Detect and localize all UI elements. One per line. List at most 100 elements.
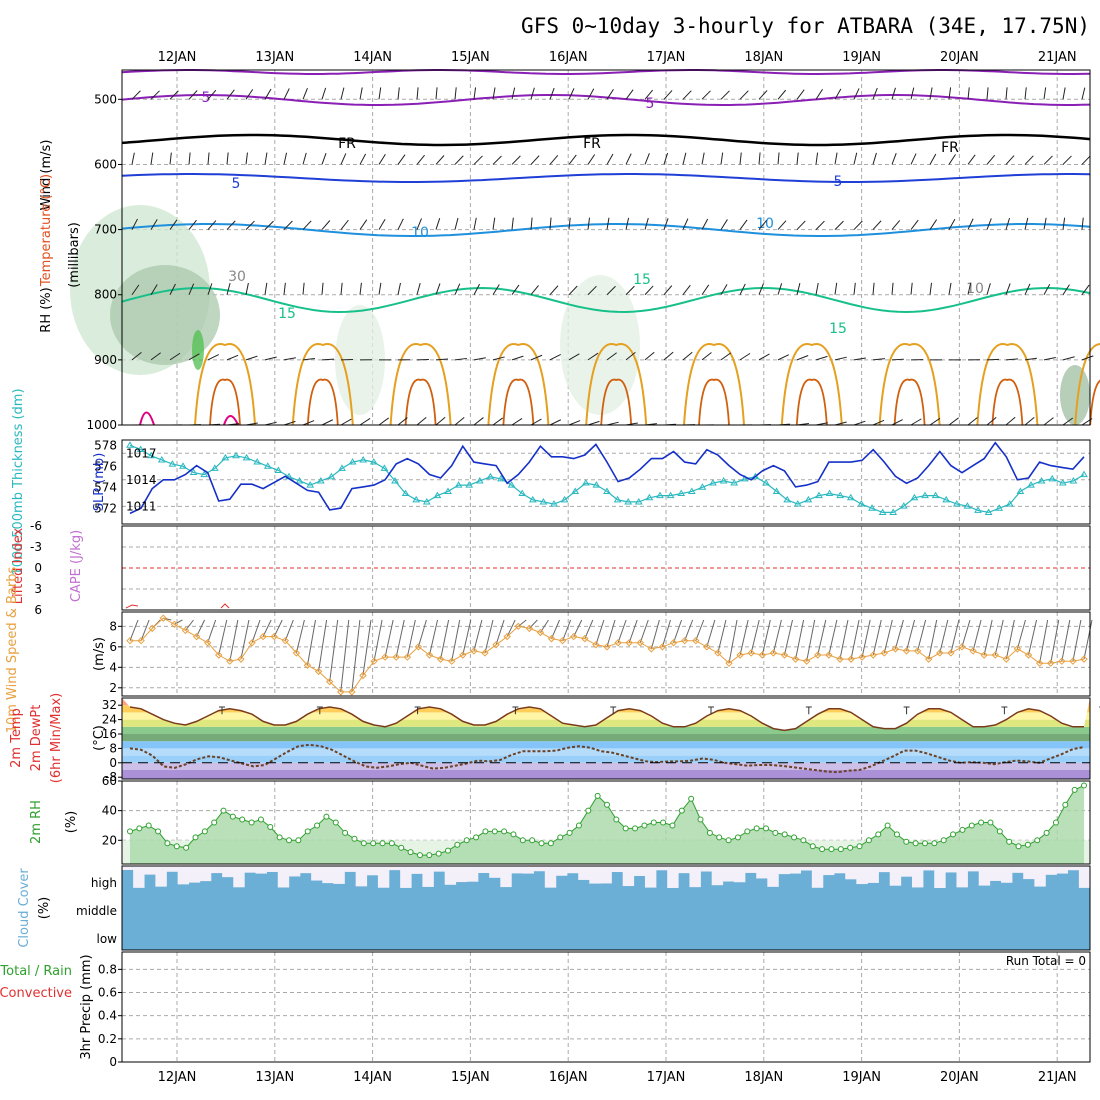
wind10-barb [717,619,727,654]
thickness-marker [157,455,166,463]
wind-barb [948,417,959,426]
rh-marker [491,828,498,835]
rh-shading [192,330,204,370]
thickness-marker [719,476,728,484]
cloud-high-gap [756,866,768,879]
wind-barb [663,90,673,100]
wind-barb [872,87,878,100]
cloud-high-gap [700,866,713,872]
thickness-marker [486,472,495,480]
wind10-barb [174,619,183,625]
wind10-marker [492,641,500,649]
contour-label: 15 [633,272,651,288]
wind10-marker [536,628,545,637]
thickness-marker [1069,476,1078,484]
cloud-high-gap [555,866,568,876]
wind-barb [283,88,290,100]
thickness-marker [136,445,145,452]
wind10-marker [137,636,145,645]
cloud-high-gap [889,866,902,886]
wind10-marker [614,639,622,647]
wind-barb [473,155,483,165]
wind-barb [150,284,158,295]
rh-marker [566,829,573,836]
wind-barb [549,154,559,165]
wind-barb [321,419,334,426]
wind10-barb [817,619,827,656]
wind10-barb [1016,619,1026,650]
date-label-bottom: 19JAN [842,1070,881,1085]
wind-barb [454,416,465,426]
rh-marker [257,816,264,823]
thickness-marker [921,491,929,499]
wind-barb [720,352,732,361]
cloud-high-gap [1000,866,1013,883]
wind-barb [245,152,248,165]
wind-barb [853,420,866,426]
wind10-barb [395,619,405,658]
cloud-high-gap [244,866,256,873]
thickness-marker [380,464,389,471]
thickness-marker [295,476,304,484]
wind10-panel [121,611,1091,697]
wind-barb [910,282,913,295]
wind-barb [511,87,516,100]
wind10-marker [902,647,911,655]
wind10-marker [503,632,511,641]
contour-label: 5 [232,176,241,192]
wind10-marker [658,643,667,651]
wind10-barb [839,619,849,660]
thickness-marker [995,504,1004,511]
wind10-barb [1072,619,1082,662]
wind10-barb [473,619,483,652]
wind10-barb [562,619,572,641]
thickness-marker [1048,474,1057,482]
wind-barb [454,155,464,165]
rh-area [130,785,1084,864]
rh-marker [416,852,423,859]
dewpoint-axis-label: 2m DewPt [29,705,44,772]
thickness-marker [793,500,802,507]
date-label-top: 12JAN [158,50,197,65]
wind-barb [568,217,571,230]
wind-barb [796,89,805,100]
rh-marker [510,831,517,838]
temp-max-marker [708,706,714,715]
wind-barb [150,219,158,230]
date-label-bottom: 20JAN [940,1070,979,1085]
wind-barb [815,282,819,295]
wind-barb [264,88,272,100]
wind-barb [910,87,915,100]
wind-barb [264,220,274,230]
cloud-high-gap [355,866,368,887]
wind-barb [758,219,767,230]
rh-axis-label: RH (%) [39,287,54,332]
cloud-high-gap [211,866,223,874]
wind-barb [1024,357,1037,361]
wind10-barb [850,619,860,660]
wind-barb [321,358,335,361]
thickness-marker [656,491,664,499]
wind-barb [834,88,842,100]
lifted-index-axis-label: Lifted Index [11,527,26,604]
wind-barb [777,283,783,295]
temp-contour-10 [121,223,1091,237]
temp-color-band [122,734,1090,742]
wind-barb [1043,357,1056,361]
thickness-marker [454,481,463,488]
temp-max-marker [805,706,812,715]
temp-contour-25 [1089,379,1100,426]
wind-barb [758,90,768,100]
upper-air-panel [121,69,1091,426]
temp-contour-25 [893,378,926,426]
thickness-marker [497,474,505,482]
rh-marker [454,841,461,848]
temp-color-band [122,762,1090,770]
wind-barb [549,217,552,230]
wind10-marker [880,649,889,657]
wind-barb [226,354,239,361]
wind10-barb [795,619,805,660]
pressure-tick-label: 800 [94,288,117,302]
wind-barb [1005,217,1011,230]
thickness-marker [210,464,219,471]
